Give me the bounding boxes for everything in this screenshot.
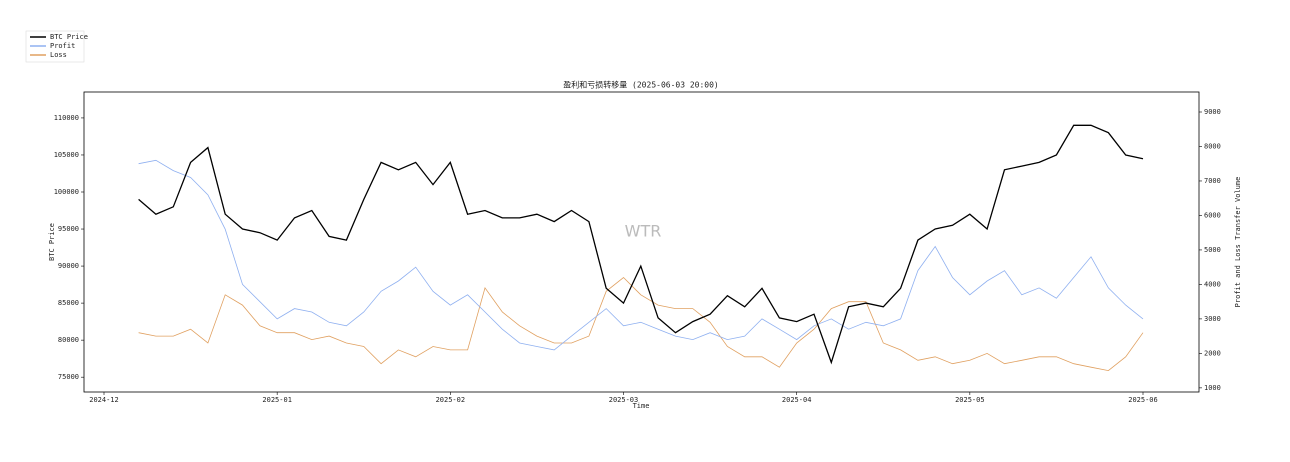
x-tick-label: 2025-06 <box>1128 396 1158 404</box>
y-tick-label: 105000 <box>54 151 79 159</box>
y-tick-label: 100000 <box>54 188 79 196</box>
y2-tick-label: 7000 <box>1204 177 1221 185</box>
x-tick-label: 2025-04 <box>782 396 812 404</box>
line <box>138 159 1144 351</box>
legend-label: Loss <box>50 51 67 59</box>
chart-title: 盈利和亏损转移量 (2025-06-03 20:00) <box>563 80 719 90</box>
y-tick-label: 80000 <box>58 336 79 344</box>
y2-tick-label: 3000 <box>1204 315 1221 323</box>
y-tick-label: 95000 <box>58 225 79 233</box>
x-tick-label: 2025-03 <box>609 396 639 404</box>
y2-tick-label: 8000 <box>1204 142 1221 150</box>
y-tick-label: 85000 <box>58 299 79 307</box>
y-tick-label: 75000 <box>58 373 79 381</box>
y2-tick-label: 1000 <box>1204 384 1221 392</box>
legend-label: Profit <box>50 42 75 50</box>
x-tick-label: 2025-05 <box>955 396 985 404</box>
y2-tick-label: 6000 <box>1204 211 1221 219</box>
watermark: WTR <box>625 222 662 241</box>
y-axis-label: BTC Price <box>48 223 56 261</box>
x-axis-label: Time <box>633 402 650 410</box>
line <box>138 124 1144 365</box>
y2-tick-label: 5000 <box>1204 246 1221 254</box>
y2-tick-label: 9000 <box>1204 108 1221 116</box>
x-tick-label: 2025-02 <box>436 396 466 404</box>
legend-label: BTC Price <box>50 33 88 41</box>
y2-tick-label: 4000 <box>1204 280 1221 288</box>
y-tick-label: 110000 <box>54 114 79 122</box>
line <box>138 276 1144 372</box>
y2-axis-label: Profit and Loss Transfer Volume <box>1234 177 1242 308</box>
plot-frame <box>83 91 1200 393</box>
x-tick-label: 2025-01 <box>262 396 292 404</box>
y2-tick-label: 2000 <box>1204 349 1221 357</box>
x-tick-label: 2024-12 <box>89 396 119 404</box>
y-tick-label: 90000 <box>58 262 79 270</box>
